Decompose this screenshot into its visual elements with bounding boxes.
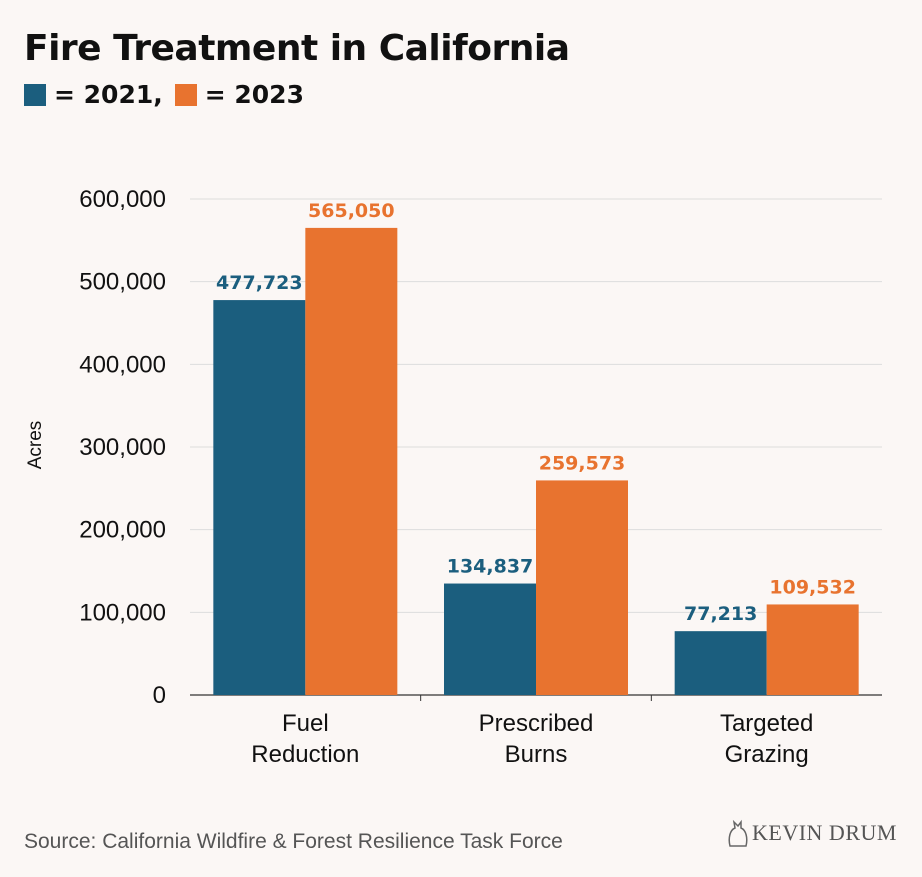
y-tick-label: 100,000 bbox=[79, 599, 166, 626]
x-category-label: Burns bbox=[505, 741, 568, 768]
legend-label-2023: = 2023 bbox=[204, 80, 304, 109]
legend-swatch-2021 bbox=[24, 83, 46, 106]
y-tick-label: 600,000 bbox=[79, 186, 166, 213]
bar-2021-prescribed-burns bbox=[444, 583, 536, 695]
x-category-label: Fuel bbox=[282, 710, 329, 737]
y-tick-label: 500,000 bbox=[79, 269, 166, 296]
x-category-label: Targeted bbox=[720, 710, 813, 737]
data-label-2021: 477,723 bbox=[216, 272, 303, 294]
bar-2021-fuel-reduction bbox=[213, 300, 306, 695]
brand-logo: KEVIN DRUM bbox=[726, 818, 897, 848]
chart-title: Fire Treatment in California bbox=[24, 28, 570, 69]
data-label-2023: 565,050 bbox=[308, 200, 395, 222]
bar-2023-fuel-reduction bbox=[305, 227, 398, 695]
data-label-2023: 109,532 bbox=[769, 576, 856, 598]
legend-swatch-2023 bbox=[174, 83, 197, 106]
y-tick-label: 400,000 bbox=[79, 351, 166, 378]
x-category-label: Prescribed bbox=[479, 710, 594, 737]
data-label-2023: 259,573 bbox=[539, 452, 626, 474]
x-category-label: Reduction bbox=[251, 741, 359, 768]
legend: = 2021, = 2023 bbox=[24, 80, 304, 109]
bar-2023-targeted-grazing bbox=[766, 604, 859, 695]
cat-logo-icon bbox=[728, 819, 748, 847]
brand-name: KEVIN DRUM bbox=[752, 820, 897, 845]
bar-2023-prescribed-burns bbox=[536, 480, 628, 695]
bar-2021-targeted-grazing bbox=[674, 631, 767, 695]
source-note: Source: California Wildfire & Forest Res… bbox=[24, 830, 563, 853]
y-tick-label: 300,000 bbox=[79, 434, 166, 461]
y-axis-label: Acres bbox=[25, 421, 46, 470]
y-tick-label: 0 bbox=[153, 682, 166, 709]
data-label-2021: 77,213 bbox=[684, 603, 757, 625]
y-tick-label: 200,000 bbox=[79, 517, 166, 544]
legend-label-2021: = 2021, bbox=[54, 80, 163, 109]
data-label-2021: 134,837 bbox=[447, 556, 534, 578]
x-category-label: Grazing bbox=[725, 741, 809, 768]
